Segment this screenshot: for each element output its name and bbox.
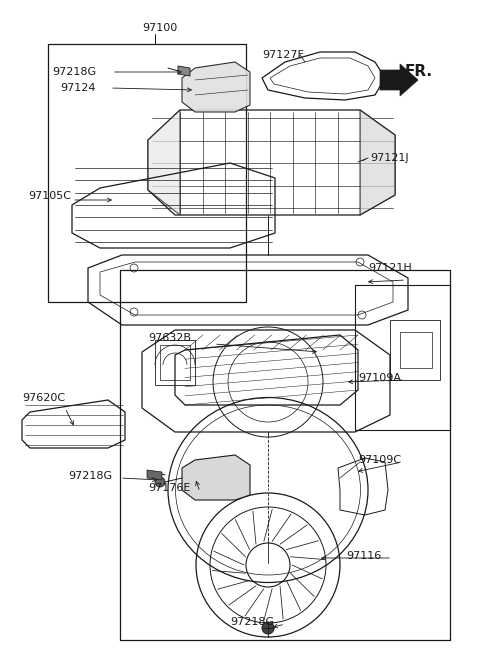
Polygon shape <box>360 110 395 215</box>
Polygon shape <box>380 64 418 96</box>
Polygon shape <box>182 62 250 112</box>
Text: 97218G: 97218G <box>230 617 274 627</box>
Text: 97218G: 97218G <box>52 67 96 77</box>
Polygon shape <box>182 455 250 500</box>
Text: 97109A: 97109A <box>358 373 401 383</box>
Text: 97127F: 97127F <box>262 50 304 60</box>
Text: 97218G: 97218G <box>68 471 112 481</box>
Text: 97100: 97100 <box>142 23 177 33</box>
Circle shape <box>155 477 165 487</box>
Text: 97109C: 97109C <box>358 455 401 465</box>
Text: 97620C: 97620C <box>22 393 65 403</box>
Polygon shape <box>148 110 180 215</box>
Text: 97116: 97116 <box>346 551 381 561</box>
Text: 97176E: 97176E <box>148 483 191 493</box>
Text: 97124: 97124 <box>60 83 96 93</box>
Text: 97121H: 97121H <box>368 263 412 273</box>
Text: FR.: FR. <box>405 64 433 79</box>
Text: 97105C: 97105C <box>28 191 71 201</box>
Text: 97632B: 97632B <box>148 333 191 343</box>
Circle shape <box>262 622 274 634</box>
Polygon shape <box>147 470 162 480</box>
Polygon shape <box>178 66 190 76</box>
Text: 97121J: 97121J <box>370 153 408 163</box>
